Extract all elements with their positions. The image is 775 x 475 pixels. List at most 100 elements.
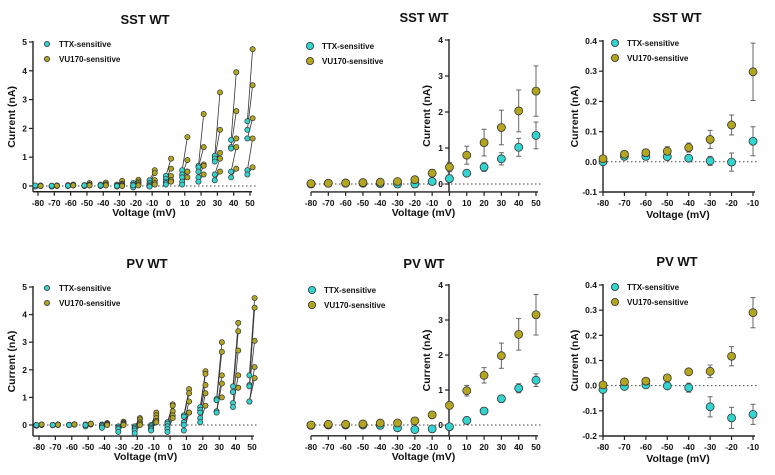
legend-marker-vu170-sensitive: [44, 56, 51, 63]
y-tick-label: 0.0: [585, 381, 597, 391]
data-point-ttx-sensitive: [162, 181, 169, 188]
data-point-vu170-sensitive: [233, 108, 240, 115]
x-tick-label: -30: [704, 442, 717, 452]
x-tick-label: -20: [409, 442, 422, 452]
data-point-ttx-sensitive: [705, 156, 715, 166]
data-point-ttx-sensitive: [684, 153, 694, 163]
data-point-vu170-sensitive: [55, 421, 61, 428]
data-point-vu170-sensitive: [135, 182, 142, 189]
data-point-ttx-sensitive: [748, 409, 758, 419]
x-tick-label: 20: [479, 442, 489, 452]
y-tick-label: 0.1: [585, 356, 597, 366]
data-point-ttx-sensitive: [32, 182, 39, 189]
data-point-ttx-sensitive: [246, 372, 253, 379]
data-point-vu170-sensitive: [218, 394, 225, 401]
y-tick-label: -0.1: [582, 406, 597, 416]
x-tick-label: 20: [198, 442, 208, 452]
legend-marker-vu170-sensitive: [44, 299, 51, 306]
data-point-vu170-sensitive: [641, 376, 651, 386]
legend: TTX-sensitive VU170-sensitive: [44, 40, 121, 64]
pair-connector-line: [199, 373, 206, 410]
x-tick-label: -70: [49, 442, 62, 452]
x-tick-label: -80: [305, 442, 318, 452]
pair-connector-line: [230, 72, 237, 140]
y-tick-label: 0.4: [585, 36, 597, 46]
x-tick-label: -80: [33, 442, 46, 452]
data-point-vu170-sensitive: [496, 123, 506, 132]
legend-label: TTX-sensitive: [59, 284, 112, 293]
legend: TTX-sensitive VU170-sensitive: [44, 284, 121, 308]
data-point-vu170-sensitive: [727, 120, 736, 130]
x-tick-label: -10: [146, 198, 159, 208]
x-tick-label: 40: [514, 198, 524, 208]
y-axis-label: Current (nA): [569, 330, 581, 392]
data-point-ttx-sensitive: [662, 381, 672, 391]
data-point-vu170-sensitive: [251, 375, 258, 382]
data-point-ttx-sensitive: [684, 383, 694, 393]
data-point-vu170-sensitive: [218, 380, 225, 387]
data-point-ttx-sensitive: [131, 430, 138, 437]
data-point-ttx-sensitive: [66, 422, 73, 428]
x-tick-label: -60: [66, 442, 79, 452]
pair-connector-line: [165, 158, 172, 177]
data-point-ttx-sensitive: [244, 135, 251, 142]
data-point-ttx-sensitive: [748, 136, 758, 146]
y-tick-label: 3: [22, 337, 27, 347]
y-tick-label: 5: [22, 282, 27, 292]
data-point-ttx-sensitive: [496, 154, 506, 164]
y-tick-label: 3: [438, 315, 443, 325]
x-tick-label: -60: [339, 442, 352, 452]
y-tick-label: 0.1: [585, 127, 597, 137]
data-point-vu170-sensitive: [235, 319, 242, 326]
pair-connector-line: [248, 307, 256, 386]
data-point-vu170-sensitive: [662, 146, 672, 156]
data-point-ttx-sensitive: [82, 422, 89, 428]
data-point-vu170-sensitive: [202, 370, 209, 377]
x-tick-label: -20: [130, 198, 143, 208]
data-point-vu170-sensitive: [358, 419, 368, 429]
y-axis-label: Current (nA): [6, 86, 18, 148]
data-point-vu170-sensitive: [341, 178, 351, 188]
data-point-ttx-sensitive: [705, 402, 715, 412]
data-point-vu170-sensitive: [598, 154, 608, 164]
y-tick-label: 4: [438, 280, 443, 290]
pair-connector-line: [246, 138, 254, 171]
data-point-vu170-sensitive: [218, 348, 225, 355]
x-tick-label: 10: [182, 442, 192, 452]
y-tick-label: 5: [22, 37, 27, 47]
data-point-vu170-sensitive: [531, 86, 541, 96]
x-tick-label: -60: [640, 442, 653, 452]
y-tick-label: 0: [22, 420, 27, 430]
x-tick-label: 20: [196, 198, 206, 208]
data-point-ttx-sensitive: [81, 182, 88, 189]
data-point-vu170-sensitive: [217, 155, 223, 162]
x-tick-label: -10: [747, 442, 760, 452]
x-tick-label: -80: [32, 198, 45, 208]
data-point-vu170-sensitive: [251, 364, 258, 370]
legend-label: VU170-sensitive: [627, 54, 689, 63]
data-point-ttx-sensitive: [462, 168, 472, 178]
data-point-ttx-sensitive: [197, 409, 204, 416]
data-point-vu170-sensitive: [393, 177, 402, 186]
data-point-vu170-sensitive: [168, 155, 175, 162]
data-point-ttx-sensitive: [244, 118, 251, 125]
x-tick-label: 40: [514, 442, 524, 452]
x-tick-label: -40: [683, 442, 696, 452]
data-point-vu170-sensitive: [71, 421, 78, 428]
data-point-vu170-sensitive: [662, 373, 672, 383]
data-point-vu170-sensitive: [151, 170, 158, 176]
x-tick-label: -40: [683, 198, 696, 208]
data-point-vu170-sensitive: [235, 347, 242, 354]
y-tick-label: 2: [438, 107, 443, 117]
data-point-vu170-sensitive: [169, 415, 176, 422]
y-tick-label: 0: [438, 179, 443, 189]
data-point-vu170-sensitive: [153, 419, 160, 426]
x-axis-label: Voltage (mV): [112, 207, 175, 219]
data-point-ttx-sensitive: [65, 182, 71, 189]
x-tick-label: 50: [531, 442, 541, 452]
pair-connector-line: [198, 113, 205, 166]
panel-5: PV WT-80 -70 -60 -50 -40 -30 -20 -10 0 10 20 30 40 50…: [305, 256, 542, 463]
data-point-vu170-sensitive: [168, 165, 175, 172]
data-point-ttx-sensitive: [211, 177, 218, 184]
data-point-vu170-sensitive: [251, 337, 258, 344]
